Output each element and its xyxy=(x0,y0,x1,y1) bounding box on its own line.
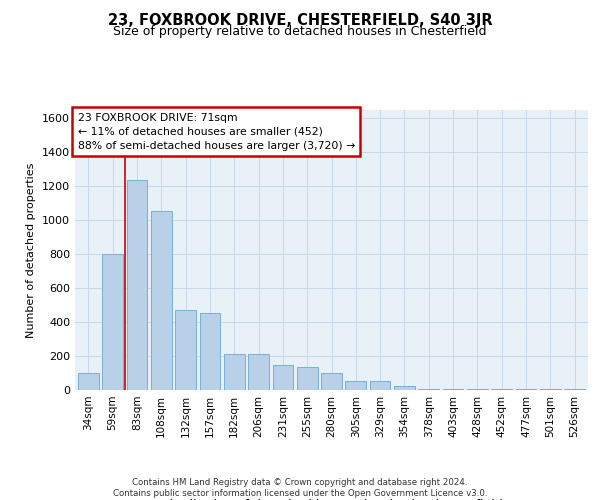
Bar xyxy=(418,389,439,390)
Text: 23 FOXBROOK DRIVE: 71sqm
← 11% of detached houses are smaller (452)
88% of semi-: 23 FOXBROOK DRIVE: 71sqm ← 11% of detach… xyxy=(77,113,355,151)
Bar xyxy=(564,389,585,390)
Bar xyxy=(515,389,536,390)
Bar xyxy=(175,310,196,390)
Bar xyxy=(467,389,488,390)
Bar xyxy=(200,313,220,390)
Bar xyxy=(151,211,172,390)
Bar xyxy=(443,389,463,390)
Bar xyxy=(346,380,366,390)
Bar xyxy=(103,254,123,390)
Bar xyxy=(540,389,560,390)
Bar xyxy=(248,354,269,390)
Bar xyxy=(78,373,99,390)
Bar xyxy=(321,373,342,390)
Y-axis label: Number of detached properties: Number of detached properties xyxy=(26,162,37,338)
Bar xyxy=(297,367,317,390)
Text: 23, FOXBROOK DRIVE, CHESTERFIELD, S40 3JR: 23, FOXBROOK DRIVE, CHESTERFIELD, S40 3J… xyxy=(107,12,493,28)
Text: Size of property relative to detached houses in Chesterfield: Size of property relative to detached ho… xyxy=(113,25,487,38)
Bar xyxy=(127,180,148,390)
Bar xyxy=(224,354,245,390)
Bar xyxy=(491,389,512,390)
Bar xyxy=(370,380,391,390)
Bar xyxy=(272,366,293,390)
Bar xyxy=(394,386,415,390)
Text: Contains HM Land Registry data © Crown copyright and database right 2024.
Contai: Contains HM Land Registry data © Crown c… xyxy=(113,478,487,498)
